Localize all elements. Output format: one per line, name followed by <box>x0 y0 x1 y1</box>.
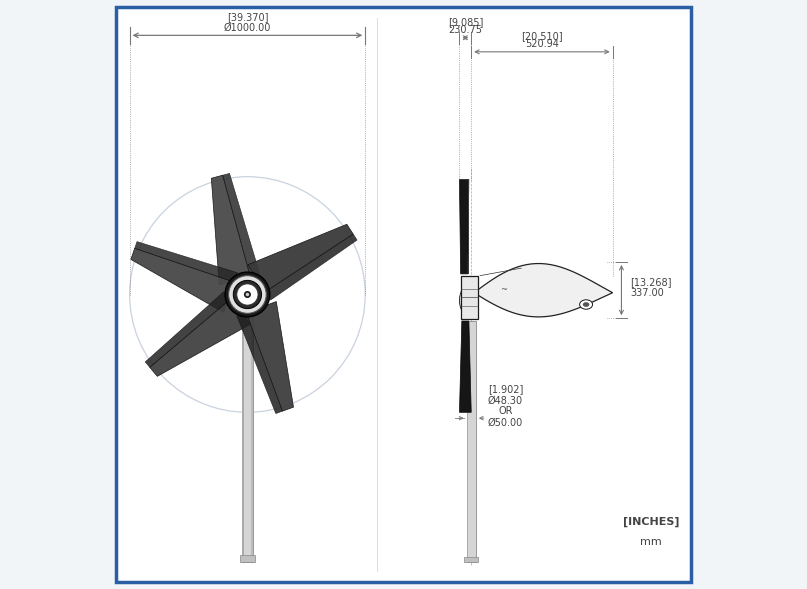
Text: 337.00: 337.00 <box>630 288 664 298</box>
Ellipse shape <box>583 302 589 307</box>
Bar <box>240 555 255 562</box>
Polygon shape <box>135 241 237 282</box>
Ellipse shape <box>579 300 592 309</box>
Text: Ø1000.00: Ø1000.00 <box>224 23 271 33</box>
Polygon shape <box>459 180 469 274</box>
Polygon shape <box>475 263 613 317</box>
Circle shape <box>233 280 261 309</box>
Polygon shape <box>223 173 260 277</box>
Polygon shape <box>459 321 471 412</box>
Text: [39.370]: [39.370] <box>227 12 268 22</box>
Text: 230.75: 230.75 <box>449 25 483 35</box>
Bar <box>461 276 479 319</box>
Polygon shape <box>468 180 469 274</box>
Polygon shape <box>246 302 294 411</box>
FancyBboxPatch shape <box>116 7 691 582</box>
Bar <box>251 318 253 562</box>
Text: [13.268]: [13.268] <box>630 277 671 287</box>
Bar <box>464 557 479 562</box>
Text: Ø50.00: Ø50.00 <box>487 418 523 427</box>
Text: ~: ~ <box>500 285 507 294</box>
Circle shape <box>244 291 251 298</box>
Bar <box>466 321 476 562</box>
Polygon shape <box>150 299 251 376</box>
Polygon shape <box>248 224 353 292</box>
Bar <box>241 318 253 562</box>
Circle shape <box>225 272 270 317</box>
Bar <box>466 321 468 562</box>
Circle shape <box>236 284 258 305</box>
Text: OR: OR <box>498 406 512 416</box>
Text: mm: mm <box>640 537 662 547</box>
Polygon shape <box>211 175 250 285</box>
Polygon shape <box>266 234 357 300</box>
Text: 520.94: 520.94 <box>525 39 559 49</box>
Ellipse shape <box>459 286 477 315</box>
Text: [9.085]: [9.085] <box>448 17 483 27</box>
Text: [20.510]: [20.510] <box>521 31 562 41</box>
Text: [1.902]: [1.902] <box>487 384 523 393</box>
Text: [INCHES]: [INCHES] <box>623 517 679 527</box>
Polygon shape <box>145 292 230 368</box>
Circle shape <box>245 293 249 296</box>
Text: Ø48.30: Ø48.30 <box>488 396 523 405</box>
Polygon shape <box>236 313 282 413</box>
Circle shape <box>228 276 266 313</box>
Bar <box>241 318 244 562</box>
Polygon shape <box>131 249 234 313</box>
